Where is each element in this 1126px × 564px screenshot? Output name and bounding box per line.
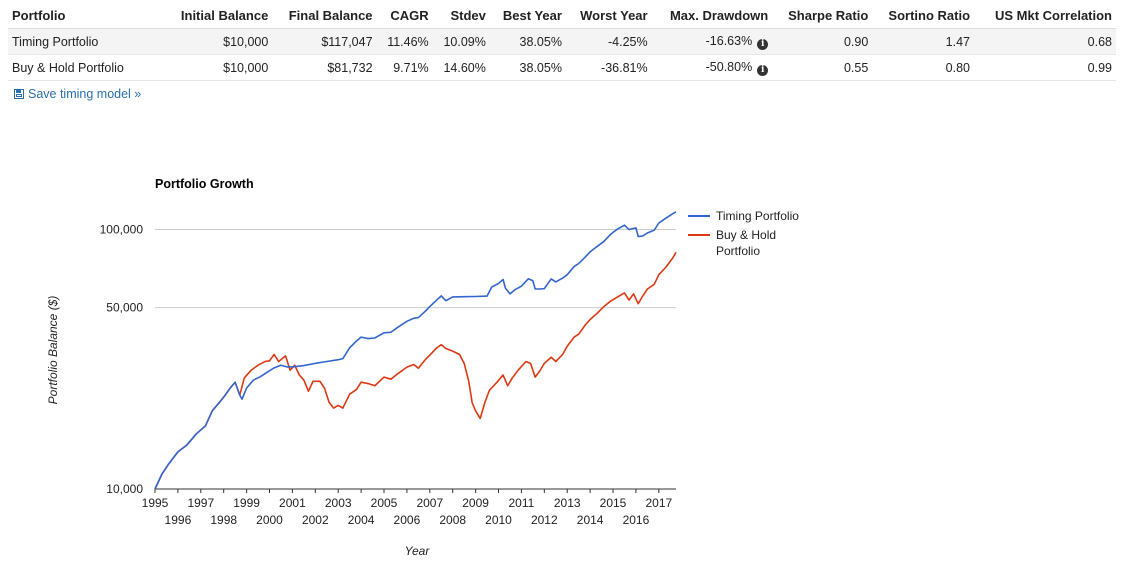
cell-worst-year: -36.81% — [565, 54, 652, 81]
cell-best-year: 38.05% — [489, 28, 566, 55]
y-tick-label: 50,000 — [106, 301, 143, 315]
x-tick-label: 2015 — [600, 496, 627, 510]
info-icon[interactable]: i — [757, 38, 769, 50]
save-icon — [14, 89, 24, 99]
col-header-portfolio[interactable]: Portfolio — [8, 3, 164, 29]
x-tick-label: 2009 — [462, 496, 489, 510]
chart-gridlines — [155, 229, 676, 490]
cell-stdev: 10.09% — [432, 28, 490, 55]
series-line-timing-portfolio — [154, 211, 677, 490]
y-tick-label: 100,000 — [100, 223, 144, 237]
cell-cagr: 9.71% — [376, 54, 433, 81]
save-timing-model-link[interactable]: Save timing model » — [14, 87, 141, 101]
col-header-cagr[interactable]: CAGR — [376, 3, 433, 29]
cell-final-balance: $81,732 — [272, 54, 377, 81]
cell-us-mkt-correlation: 0.99 — [974, 54, 1116, 81]
x-tick-label: 2017 — [645, 496, 672, 510]
col-header-worst-year[interactable]: Worst Year — [565, 3, 652, 29]
stats-header-row: Portfolio Initial Balance Final Balance … — [8, 3, 1116, 29]
x-tick-label: 2001 — [279, 496, 306, 510]
x-tick-label: 2012 — [531, 513, 558, 527]
x-tick-label: 2010 — [485, 513, 512, 527]
x-tick-label: 2011 — [509, 496, 535, 510]
col-header-final-balance[interactable]: Final Balance — [272, 3, 377, 29]
table-row: Buy & Hold Portfolio $10,000 $81,732 9.7… — [8, 54, 1116, 81]
y-axis: 10,000 50,000 100,000 — [100, 223, 144, 496]
table-row: Timing Portfolio $10,000 $117,047 11.46%… — [8, 28, 1116, 55]
x-tick-label: 1999 — [233, 496, 260, 510]
x-axis-label: Year — [405, 544, 431, 558]
col-header-sharpe-ratio[interactable]: Sharpe Ratio — [772, 3, 873, 29]
x-tick-label: 2013 — [554, 496, 581, 510]
col-header-sortino-ratio[interactable]: Sortino Ratio — [872, 3, 975, 29]
col-header-us-mkt-correlation[interactable]: US Mkt Correlation — [974, 3, 1116, 29]
x-tick-label: 2002 — [302, 513, 329, 527]
cell-sharpe-ratio: 0.90 — [772, 28, 873, 55]
cell-stdev: 14.60% — [432, 54, 490, 81]
x-tick-label: 2006 — [394, 513, 421, 527]
col-header-stdev[interactable]: Stdev — [432, 3, 490, 29]
y-tick-label: 10,000 — [106, 482, 143, 496]
cell-final-balance: $117,047 — [272, 28, 377, 55]
cell-max-drawdown: -16.63% i — [651, 28, 773, 55]
series-line-buy-hold-portfolio — [154, 251, 677, 490]
save-link-label: Save timing model » — [28, 87, 142, 101]
x-tick-label: 2014 — [577, 513, 604, 527]
x-tick-label: 1996 — [165, 513, 192, 527]
cell-sharpe-ratio: 0.55 — [772, 54, 873, 81]
x-tick-label: 2005 — [371, 496, 398, 510]
chart-legend[interactable]: Timing Portfolio Buy & Hold Portfolio — [688, 209, 799, 258]
x-tick-label: 1997 — [187, 496, 214, 510]
x-tick-label: 2004 — [348, 513, 375, 527]
cell-initial-balance: $10,000 — [164, 54, 273, 81]
legend-item-label[interactable]: Buy & Hold Portfolio — [716, 228, 776, 258]
col-header-initial-balance[interactable]: Initial Balance — [164, 3, 273, 29]
info-icon[interactable]: i — [757, 64, 769, 76]
x-tick-label: 2008 — [439, 513, 466, 527]
cell-max-drawdown: -50.80% i — [651, 54, 773, 81]
x-tick-label: 2000 — [256, 513, 283, 527]
cell-cagr: 11.46% — [376, 28, 433, 55]
cell-portfolio: Buy & Hold Portfolio — [8, 54, 164, 81]
y-axis-label: Portfolio Balance ($) — [46, 296, 60, 405]
col-header-best-year[interactable]: Best Year — [489, 3, 566, 29]
cell-sortino-ratio: 0.80 — [872, 54, 975, 81]
chart-series — [154, 211, 677, 490]
chart-title: Portfolio Growth — [155, 177, 254, 191]
cell-best-year: 38.05% — [489, 54, 566, 81]
legend-item-label[interactable]: Timing Portfolio — [716, 209, 799, 223]
x-axis: 1995 1996 1997 1998 1999 2000 2001 2002 2003 2004… — [142, 489, 672, 527]
x-tick-label: 2016 — [623, 513, 650, 527]
x-tick-label: 1998 — [210, 513, 237, 527]
col-header-max-drawdown[interactable]: Max. Drawdown — [651, 3, 773, 29]
cell-initial-balance: $10,000 — [164, 28, 273, 55]
cell-worst-year: -4.25% — [565, 28, 652, 55]
stats-table: Portfolio Initial Balance Final Balance … — [8, 3, 1116, 81]
x-tick-label: 1995 — [142, 496, 169, 510]
max-drawdown-value: -16.63% — [705, 33, 753, 48]
cell-us-mkt-correlation: 0.68 — [974, 28, 1116, 55]
cell-sortino-ratio: 1.47 — [872, 28, 975, 55]
max-drawdown-value: -50.80% — [705, 59, 753, 74]
x-tick-label: 2007 — [416, 496, 443, 510]
cell-portfolio: Timing Portfolio — [8, 28, 164, 55]
x-tick-label: 2003 — [325, 496, 352, 510]
